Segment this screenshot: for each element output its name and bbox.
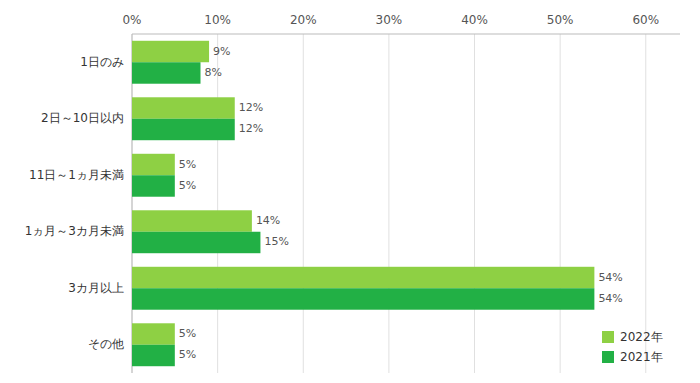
bar bbox=[132, 119, 235, 140]
data-label: 54% bbox=[598, 292, 622, 305]
data-label: 5% bbox=[179, 327, 196, 340]
legend-swatch bbox=[602, 351, 614, 363]
bar bbox=[132, 154, 175, 175]
x-tick-label: 60% bbox=[632, 13, 659, 27]
chart-container: 0% 10% 20% 30% 40% 50% 60% 1日のみ 2日～10日以内 11日～1ヵ月未… bbox=[0, 0, 700, 383]
y-axis-line bbox=[132, 34, 133, 373]
legend-swatch bbox=[602, 331, 614, 343]
x-axis-line bbox=[132, 34, 680, 35]
grid-line bbox=[303, 34, 304, 373]
data-label: 15% bbox=[264, 235, 288, 248]
x-tick-label: 30% bbox=[376, 13, 403, 27]
x-tick-label: 50% bbox=[547, 13, 574, 27]
category-label: その他 bbox=[88, 337, 124, 351]
data-label: 14% bbox=[256, 214, 280, 227]
bars bbox=[132, 41, 594, 366]
legend-label: 2021年 bbox=[620, 350, 663, 364]
grid-line bbox=[132, 34, 133, 373]
category-label: 11日～1ヵ月未満 bbox=[29, 168, 124, 182]
grid-line bbox=[217, 34, 218, 373]
data-label: 12% bbox=[239, 122, 263, 135]
legend: 2022年 2021年 bbox=[602, 330, 663, 364]
bar bbox=[132, 41, 209, 62]
grid bbox=[132, 34, 646, 373]
data-label: 5% bbox=[179, 348, 196, 361]
data-label: 5% bbox=[179, 158, 196, 171]
data-label: 8% bbox=[205, 66, 222, 79]
bar bbox=[132, 323, 175, 344]
category-label: 1日のみ bbox=[80, 55, 124, 69]
bar bbox=[132, 345, 175, 366]
grid-line bbox=[560, 34, 561, 373]
category-label: 2日～10日以内 bbox=[41, 111, 124, 125]
bar bbox=[132, 267, 594, 288]
grid-line bbox=[474, 34, 475, 373]
x-tick-label: 20% bbox=[290, 13, 317, 27]
legend-label: 2022年 bbox=[620, 330, 663, 344]
bar bbox=[132, 97, 235, 118]
data-label: 5% bbox=[179, 179, 196, 192]
bar bbox=[132, 210, 252, 231]
category-label: 3カ月以上 bbox=[68, 281, 124, 295]
x-tick-label: 10% bbox=[204, 13, 231, 27]
x-tick-label: 0% bbox=[122, 13, 141, 27]
data-label: 9% bbox=[213, 45, 230, 58]
category-label: 1ヵ月～3カ月未満 bbox=[25, 224, 124, 238]
grid-line bbox=[388, 34, 389, 373]
data-label: 54% bbox=[598, 271, 622, 284]
x-tick-label: 40% bbox=[461, 13, 488, 27]
data-label: 12% bbox=[239, 101, 263, 114]
bar bbox=[132, 232, 260, 253]
data-labels: 9% 12% 5% 14% 54% 5% 8% 12% 5% 15% 54% 5% bbox=[179, 45, 623, 362]
grid-line bbox=[645, 34, 646, 373]
chart-svg: 0% 10% 20% 30% 40% 50% 60% 1日のみ 2日～10日以内 11日～1ヵ月未… bbox=[0, 0, 700, 383]
bar bbox=[132, 62, 201, 83]
bar bbox=[132, 175, 175, 196]
bar bbox=[132, 288, 594, 309]
